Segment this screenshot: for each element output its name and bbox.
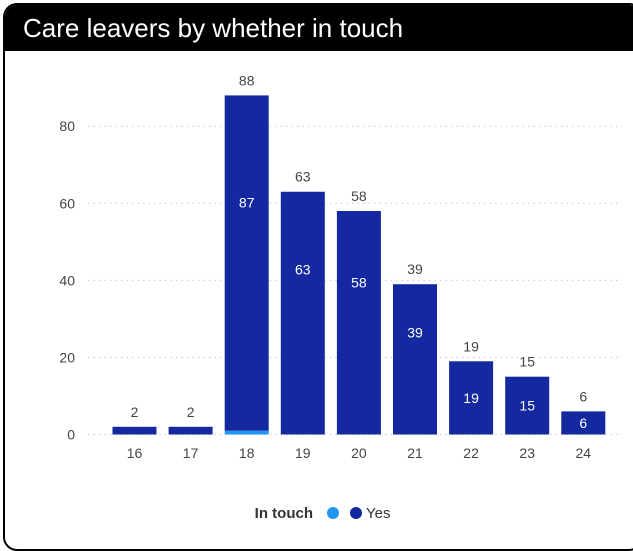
bar-total-label: 63: [295, 169, 311, 185]
y-tick-label: 60: [59, 195, 75, 211]
x-tick-label: 22: [463, 445, 479, 461]
legend-marker-yes[interactable]: [350, 507, 362, 519]
bar-inner-label: 15: [519, 398, 535, 414]
bar-total-label: 15: [519, 354, 535, 370]
bar-inner-label: 58: [351, 275, 367, 291]
legend-label-yes[interactable]: Yes: [366, 505, 390, 522]
bar-inner-label: 39: [407, 324, 423, 340]
bar-segment-yes[interactable]: [168, 426, 213, 435]
x-tick-label: 18: [239, 445, 255, 461]
bars: 2 2 88 87 63 63 58 58 39 39 19 19 15 15 6 6: [112, 72, 606, 435]
legend[interactable]: In touch Yes: [255, 505, 391, 522]
bar-total-label: 19: [463, 338, 479, 354]
bar-total-label: 2: [131, 404, 139, 420]
bar-total-label: 88: [239, 72, 255, 88]
bar-segment-yes[interactable]: [505, 376, 550, 435]
bar-segment-yes[interactable]: [561, 411, 606, 435]
chart-title: Care leavers by whether in touch: [5, 5, 633, 51]
bar-segment-other[interactable]: [224, 430, 269, 435]
bar-inner-label: 63: [295, 261, 311, 277]
x-tick-label: 23: [519, 445, 535, 461]
bar-segment-yes[interactable]: [112, 426, 157, 435]
legend-marker-other[interactable]: [327, 507, 339, 519]
x-tick-label: 24: [576, 445, 592, 461]
y-tick-label: 80: [59, 118, 75, 134]
x-tick-label: 19: [295, 445, 311, 461]
bar-inner-label: 19: [463, 390, 479, 406]
legend-title: In touch: [255, 505, 313, 522]
bar-inner-label: 6: [579, 415, 587, 431]
x-axis: 16 17 18 19 20 21 22 23 24: [127, 445, 592, 461]
bar-total-label: 58: [351, 188, 367, 204]
y-tick-label: 20: [59, 349, 75, 365]
y-tick-label: 0: [67, 427, 75, 443]
bar-inner-label: 87: [239, 195, 255, 211]
bar-segment-yes[interactable]: [393, 284, 437, 435]
y-axis: 0 20 40 60 80: [59, 118, 75, 442]
bar-segment-yes[interactable]: [224, 95, 269, 431]
bar-total-label: 39: [407, 261, 423, 277]
bar-total-label: 6: [579, 388, 587, 404]
x-tick-label: 20: [351, 445, 367, 461]
x-tick-label: 16: [127, 445, 143, 461]
x-tick-label: 17: [183, 445, 199, 461]
y-tick-label: 40: [59, 272, 75, 288]
bar-segment-yes[interactable]: [336, 211, 381, 435]
x-tick-label: 21: [407, 445, 423, 461]
bar-segment-yes[interactable]: [449, 361, 494, 435]
bar-total-label: 2: [187, 404, 195, 420]
chart-card: Care leavers by whether in touch: [3, 3, 633, 551]
bar-segment-yes[interactable]: [280, 191, 325, 435]
